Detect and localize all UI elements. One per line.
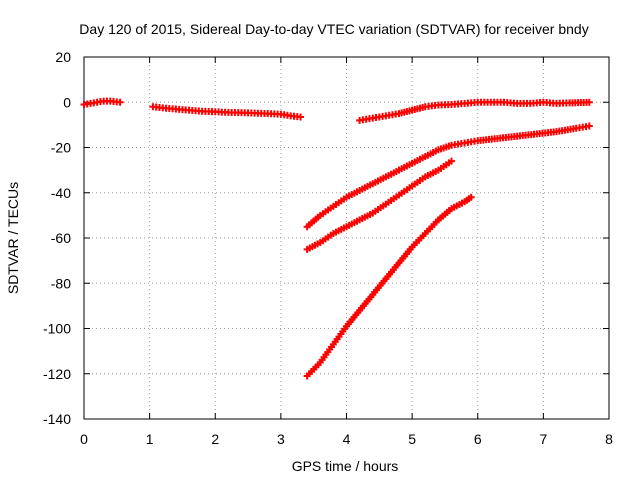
data-point	[585, 122, 593, 130]
series-3	[356, 98, 593, 124]
y-tick-label: -120	[43, 366, 71, 382]
series-5	[303, 157, 455, 253]
x-tick-label: 4	[343, 431, 351, 447]
data-point	[297, 113, 305, 121]
x-tick-label: 2	[211, 431, 219, 447]
y-tick-label: -40	[51, 185, 71, 201]
y-tick-label: 0	[63, 94, 71, 110]
y-tick-label: -140	[43, 411, 71, 427]
x-tick-label: 6	[474, 431, 482, 447]
y-tick-label: 20	[55, 49, 71, 65]
axis-ticks: 0 1 2 3 4 5 6 7 8 -140 -120 -100 -80 -60 -40 -20 0 20	[43, 49, 613, 447]
x-tick-label: 1	[146, 431, 154, 447]
x-tick-label: 3	[277, 431, 285, 447]
data-point	[116, 98, 124, 106]
x-axis-label: GPS time / hours	[292, 458, 399, 474]
x-tick-label: 8	[605, 431, 613, 447]
x-tick-label: 7	[539, 431, 547, 447]
series-4	[303, 122, 593, 231]
y-tick-label: -60	[51, 230, 71, 246]
series-1	[80, 97, 124, 109]
y-tick-label: -80	[51, 275, 71, 291]
x-tick-label: 5	[408, 431, 416, 447]
data-point	[585, 98, 593, 106]
y-axis-label: SDTVAR / TECUs	[5, 182, 21, 294]
y-tick-label: -20	[51, 140, 71, 156]
data-series	[80, 97, 593, 380]
series-6	[303, 193, 475, 380]
chart-title: Day 120 of 2015, Sidereal Day-to-day VTE…	[79, 21, 588, 37]
data-point	[448, 157, 455, 165]
grid-lines	[84, 57, 609, 419]
y-tick-label: -100	[43, 321, 71, 337]
x-tick-label: 0	[80, 431, 88, 447]
series-2	[149, 103, 305, 121]
data-point	[467, 193, 475, 201]
